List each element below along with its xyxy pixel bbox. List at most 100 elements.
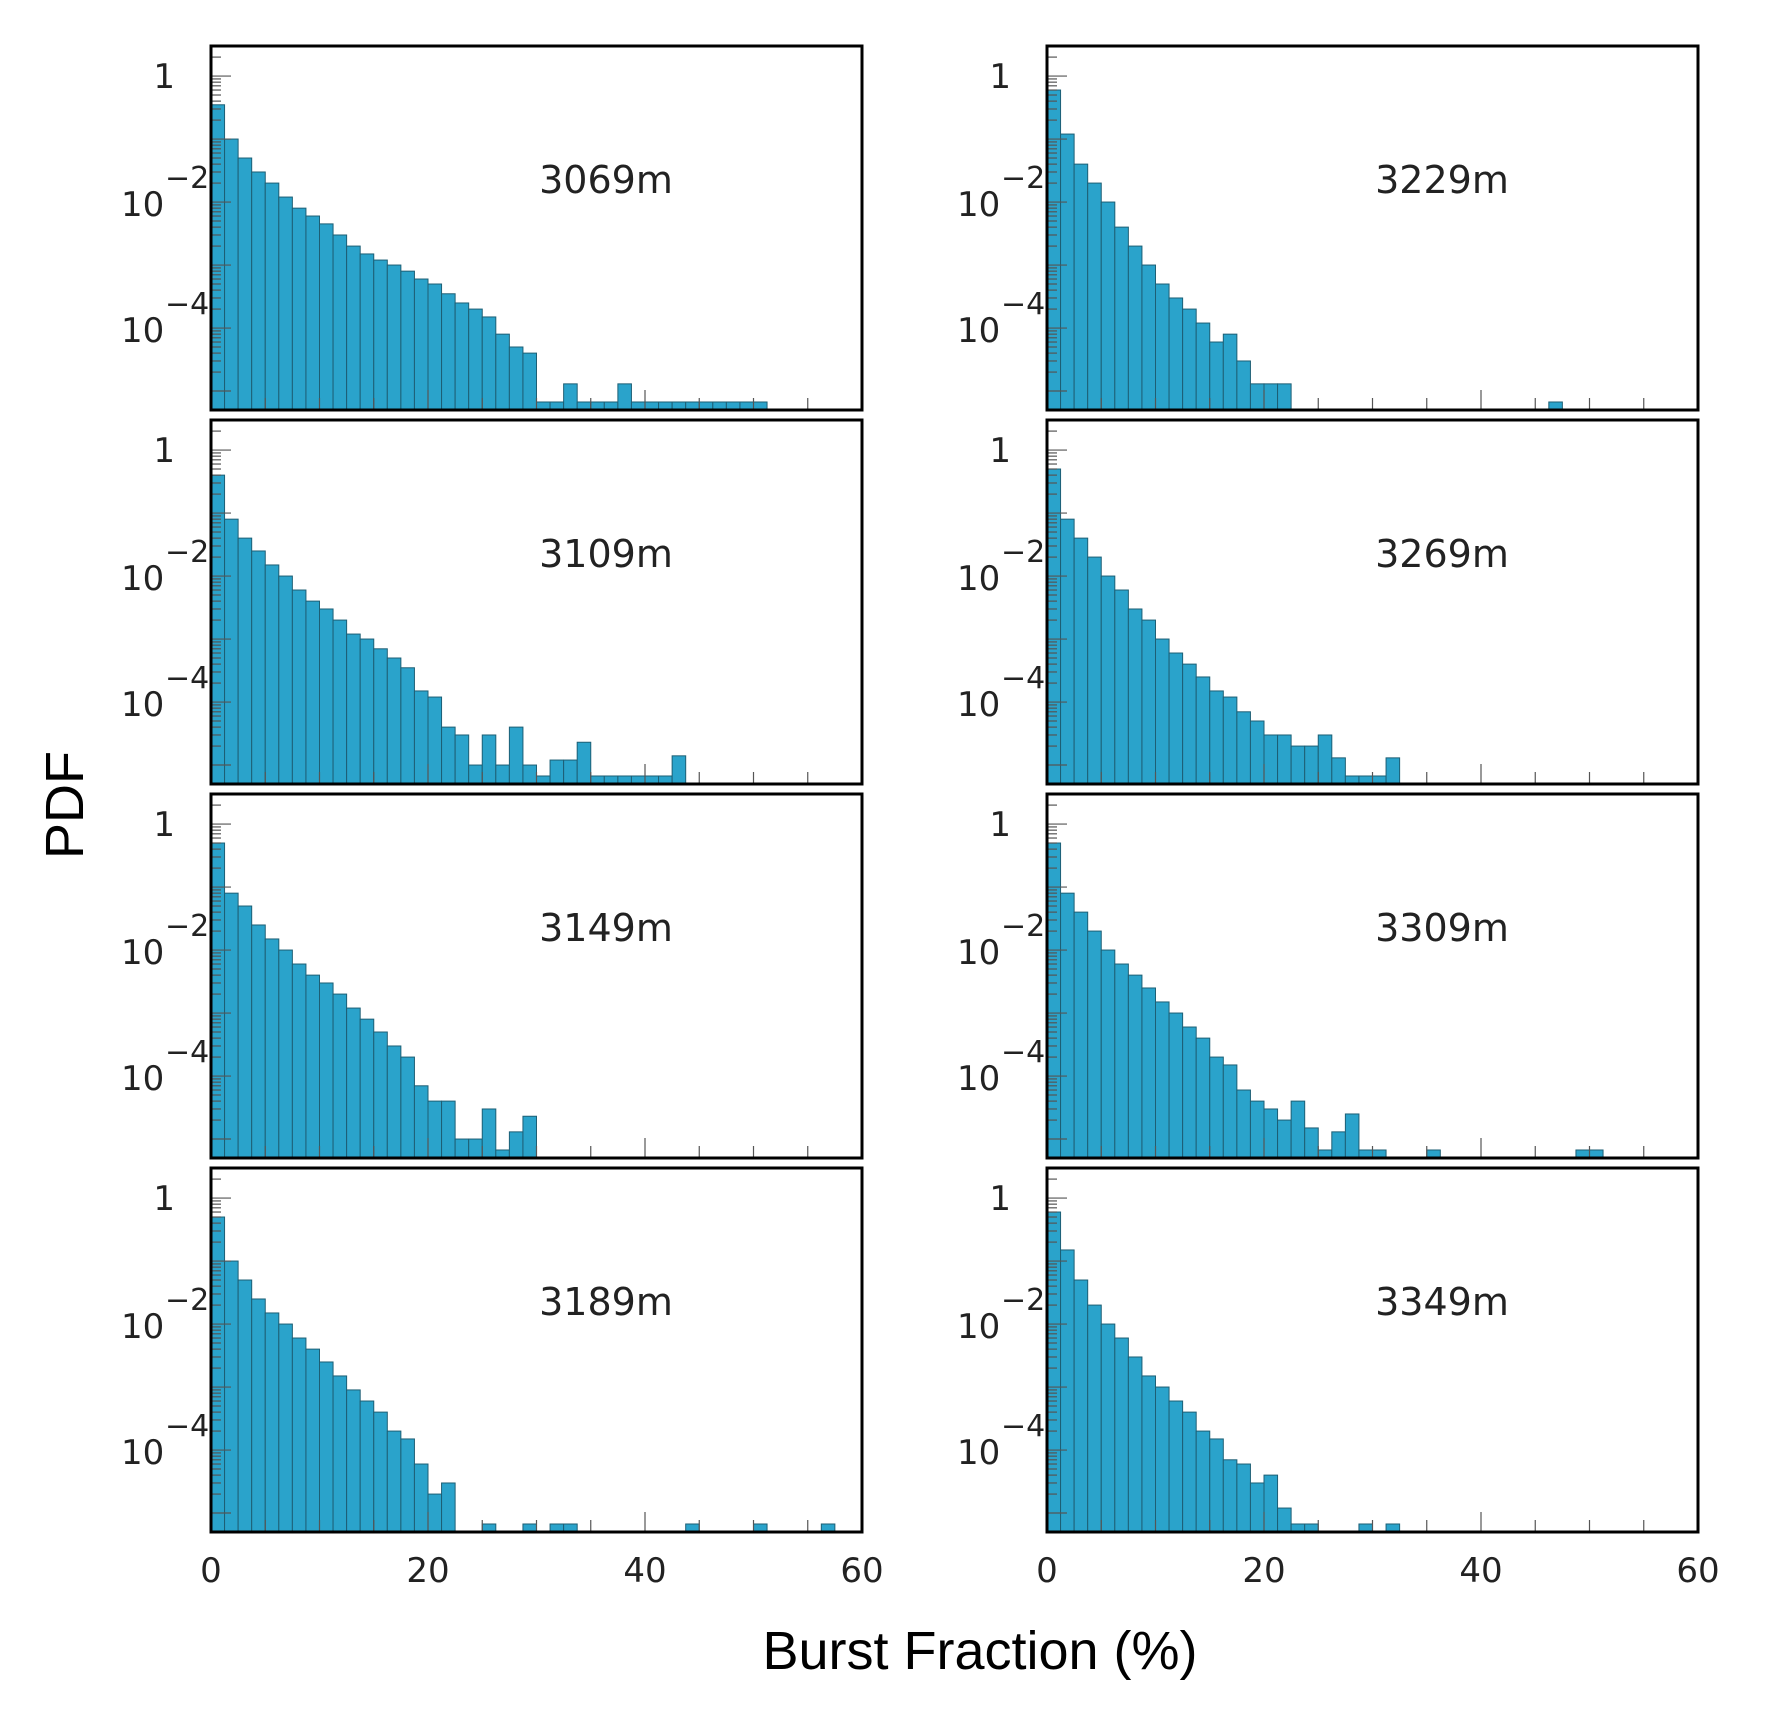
panel-frame (1045, 1166, 1700, 1534)
histogram-bar (346, 1007, 361, 1159)
x-tick-label: 20 (1242, 1551, 1285, 1591)
histogram-bar (1195, 322, 1211, 411)
y-tick-label-exponent: −4 (165, 1409, 209, 1444)
histogram-bar (210, 474, 226, 785)
histogram-bar (346, 245, 361, 411)
histogram-bar (1114, 1337, 1129, 1533)
histogram-bar (251, 550, 266, 785)
histogram-bar (1209, 690, 1224, 785)
histogram-bar (1114, 963, 1129, 1159)
histogram-bar (264, 564, 280, 785)
histogram-bar (1249, 1100, 1265, 1159)
histogram-bar (291, 1337, 307, 1533)
panel-frame (1045, 44, 1700, 412)
histogram-bar (291, 963, 307, 1159)
histogram-bar (305, 974, 321, 1159)
histogram-bar (264, 1312, 280, 1533)
histogram-bar (1263, 1108, 1279, 1159)
histogram-bar (305, 215, 321, 411)
histogram-bar (427, 696, 443, 785)
depth-label: 3349m (1375, 1280, 1509, 1324)
y-tick-label: 10 (957, 1307, 1000, 1347)
y-axis-title: PDF (35, 751, 95, 859)
histogram-bar (251, 171, 266, 411)
histogram-bar (481, 316, 497, 411)
x-tick-label: 0 (1036, 1551, 1058, 1591)
panel-frame (1045, 792, 1700, 1160)
histogram-bar (210, 104, 226, 411)
histogram-bar (1209, 341, 1224, 411)
histogram-bar (400, 1438, 415, 1533)
histogram-bar (427, 1100, 443, 1159)
y-tick-label: 1 (153, 1179, 175, 1219)
y-tick-label: 1 (989, 1179, 1011, 1219)
y-tick-label: 1 (989, 57, 1011, 97)
histogram-bar (1100, 201, 1116, 411)
histogram-bar (454, 302, 470, 411)
histogram-bar (1263, 1474, 1279, 1533)
x-tick-label: 20 (406, 1551, 449, 1591)
panel-frame (209, 1166, 864, 1534)
histogram-bar (1195, 1037, 1211, 1159)
histogram-bar (1182, 663, 1197, 785)
histogram-bar (1087, 1304, 1102, 1533)
histogram-bar (508, 1131, 524, 1159)
histogram-bar (332, 1375, 348, 1533)
histogram-bar (413, 1085, 429, 1159)
histogram-bar (1073, 537, 1089, 785)
histogram-bar (468, 1138, 483, 1159)
y-tick-label-exponent: −4 (1001, 661, 1045, 696)
histogram-bar (386, 264, 402, 411)
histogram-bar (1073, 911, 1089, 1159)
histogram-bar (278, 196, 293, 411)
histogram-bar (563, 759, 578, 785)
histogram-bar (1195, 676, 1211, 785)
histogram-bar (468, 308, 483, 411)
histogram-bar (1100, 575, 1116, 785)
histogram-bar (1290, 1100, 1306, 1159)
histogram-bar (1331, 757, 1346, 785)
histogram-bar (359, 1400, 375, 1533)
histogram-bar (278, 575, 293, 785)
depth-label: 3069m (539, 158, 673, 202)
histogram-bar (1127, 1356, 1143, 1533)
histogram-bar (427, 283, 443, 411)
histogram-bar (1195, 1430, 1211, 1533)
histogram-bar (359, 638, 375, 785)
depth-label: 3309m (1375, 906, 1509, 950)
y-tick-label-exponent: −2 (165, 161, 209, 196)
histogram-bar (549, 759, 565, 785)
histogram-bar (237, 537, 253, 785)
depth-label: 3269m (1375, 532, 1509, 576)
histogram-bar (1114, 589, 1129, 785)
histogram-bar (1236, 1089, 1251, 1159)
histogram-bar (1168, 1400, 1184, 1533)
histogram-bar (237, 1279, 253, 1533)
histogram-bar (1100, 1323, 1116, 1533)
histogram-bar (1236, 1463, 1251, 1533)
histogram-bar (1290, 745, 1306, 785)
histogram-bar (441, 726, 456, 785)
histogram-bar (291, 589, 307, 785)
histogram-bar (1060, 518, 1075, 785)
histogram-bar (319, 223, 334, 411)
histogram-bar (1127, 974, 1143, 1159)
histogram-bar (522, 764, 538, 785)
y-tick-label: 10 (957, 1433, 1000, 1473)
histogram-bar (1209, 1056, 1224, 1159)
histogram-bar (1155, 638, 1170, 785)
histogram-bar (1127, 608, 1143, 785)
y-tick-label-exponent: −2 (165, 1283, 209, 1318)
y-tick-label-exponent: −2 (1001, 161, 1045, 196)
x-axis-title: Burst Fraction (%) (762, 1621, 1198, 1681)
histogram-bar (278, 1323, 293, 1533)
y-tick-label-exponent: −2 (1001, 535, 1045, 570)
y-tick-label-exponent: −2 (1001, 909, 1045, 944)
histogram-bar (1087, 930, 1102, 1159)
y-tick-label-exponent: −4 (1001, 1035, 1045, 1070)
histogram-bar (454, 734, 470, 785)
